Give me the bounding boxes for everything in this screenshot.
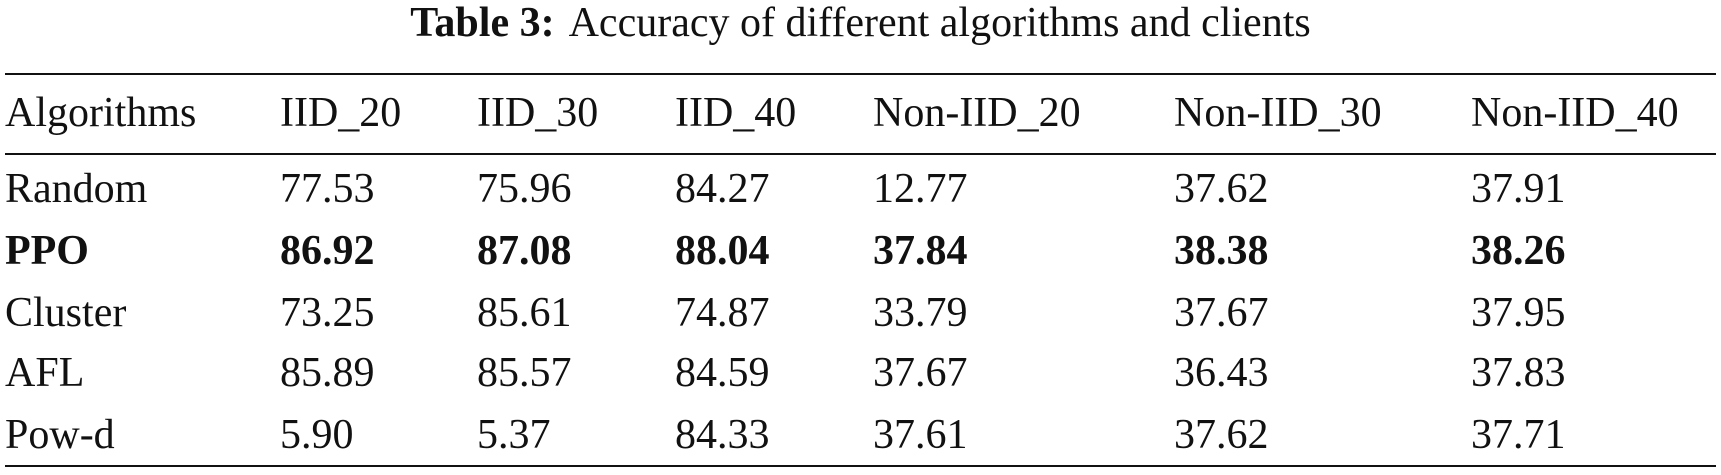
table-cell: 37.62 [1174, 166, 1269, 212]
row-label: Cluster [5, 290, 127, 336]
table-cell: 38.26 [1471, 228, 1566, 274]
table-cell: 37.83 [1471, 350, 1566, 396]
table-cell: 74.87 [675, 290, 770, 336]
table-cell: 77.53 [280, 166, 375, 212]
table-cell: 86.92 [280, 228, 375, 274]
bottom-rule [5, 465, 1716, 467]
table-cell: 84.59 [675, 350, 770, 396]
caption: Table 3: Accuracy of different algorithms… [0, 0, 1721, 46]
table-cell: 5.37 [477, 412, 551, 458]
table-cell: 75.96 [477, 166, 572, 212]
header-cell: Algorithms [5, 90, 197, 136]
caption-text: Accuracy of different algorithms and cli… [568, 0, 1311, 46]
table-cell: 85.57 [477, 350, 572, 396]
table-cell: 88.04 [675, 228, 770, 274]
table-cell: 37.95 [1471, 290, 1566, 336]
table-cell: 84.33 [675, 412, 770, 458]
table-cell: 37.67 [1174, 290, 1269, 336]
table-cell: 12.77 [873, 166, 968, 212]
table-cell: 87.08 [477, 228, 572, 274]
table-cell: 37.62 [1174, 412, 1269, 458]
header-cell: Non-IID_20 [873, 90, 1081, 136]
table-cell: 37.61 [873, 412, 968, 458]
table-cell: 38.38 [1174, 228, 1269, 274]
table-cell: 84.27 [675, 166, 770, 212]
table-cell: 37.71 [1471, 412, 1566, 458]
table-cell: 37.84 [873, 228, 968, 274]
table-cell: 33.79 [873, 290, 968, 336]
header-cell: IID_20 [280, 90, 402, 136]
caption-label: Table 3: [410, 0, 555, 46]
header-cell: Non-IID_40 [1471, 90, 1679, 136]
table-cell: 37.67 [873, 350, 968, 396]
row-label: PPO [5, 228, 89, 274]
table-cell: 36.43 [1174, 350, 1269, 396]
row-label: AFL [5, 350, 85, 396]
table-cell: 37.91 [1471, 166, 1566, 212]
header-cell: IID_40 [675, 90, 797, 136]
header-cell: IID_30 [477, 90, 599, 136]
header-cell: Non-IID_30 [1174, 90, 1382, 136]
table-cell: 73.25 [280, 290, 375, 336]
table-cell: 5.90 [280, 412, 354, 458]
mid-rule [5, 153, 1716, 155]
table-cell: 85.61 [477, 290, 572, 336]
row-label: Pow-d [5, 412, 115, 458]
top-rule [5, 73, 1716, 75]
table-cell: 85.89 [280, 350, 375, 396]
row-label: Random [5, 166, 148, 212]
